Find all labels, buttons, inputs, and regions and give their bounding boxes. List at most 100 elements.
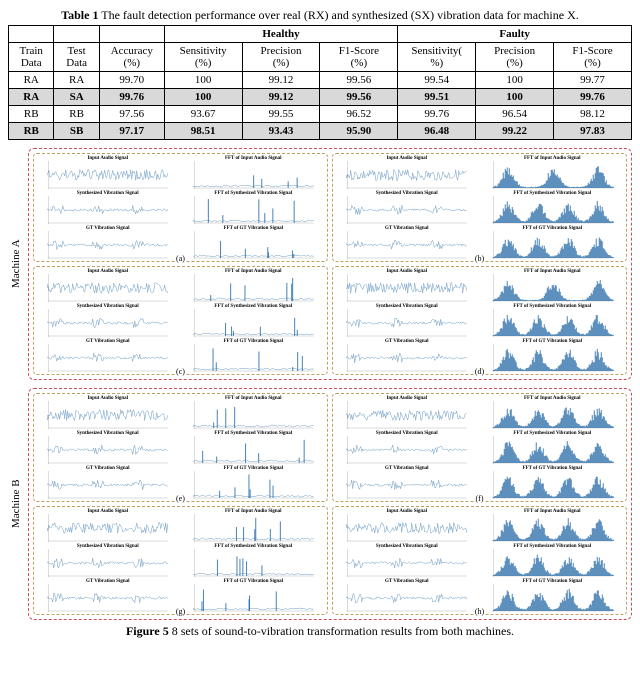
table-cell: 99.77 [554,72,632,89]
table-cell: SB [54,123,99,140]
col-header: F1-Score(%) [320,43,398,72]
mini-panel: GT Vibration Signal [37,339,179,372]
mini-panel: Synthesized Vibration Signal [336,304,478,337]
mini-panel: FFT of Input Audio Signal [482,396,624,429]
table-cell: SA [54,89,99,106]
mini-panel: Input Audio Signal [336,509,478,542]
table-cell: 97.56 [99,106,164,123]
figure-caption: Figure 5 8 sets of sound-to-vibration tr… [8,624,632,639]
mini-panel: GT Vibration Signal [37,466,179,499]
mini-panel: Synthesized Vibration Signal [37,304,179,337]
mini-panel: FFT of Synthesized Vibration Signal [183,304,325,337]
machine-block: Input Audio SignalFFT of Input Audio Sig… [28,388,632,620]
mini-panel: Input Audio Signal [37,396,179,429]
table-cell: 99.56 [320,89,398,106]
figure-caption-rest: 8 sets of sound-to-vibration transformat… [169,624,514,638]
group-label: (d) [475,367,484,376]
table-cell: 99.76 [99,89,164,106]
signal-group: Input Audio SignalFFT of Input Audio Sig… [332,153,627,262]
mini-panel: Input Audio Signal [336,156,478,189]
performance-table: HealthyFaulty TrainDataTestDataAccuracy(%… [8,25,632,140]
table-cell: 99.12 [242,72,320,89]
col-header: Accuracy(%) [99,43,164,72]
mini-panel: FFT of Input Audio Signal [482,269,624,302]
mini-panel: GT Vibration Signal [336,466,478,499]
table-cell: 96.54 [476,106,554,123]
table-row: RBSB97.1798.5193.4395.9096.4899.2297.83 [9,123,632,140]
group-label: (a) [176,254,185,263]
header-group-faulty: Faulty [398,26,632,43]
machine-label: Machine B [8,388,24,620]
signal-group: Input Audio SignalFFT of Input Audio Sig… [332,266,627,375]
table-cell: 97.17 [99,123,164,140]
table-cell: 93.43 [242,123,320,140]
mini-panel: GT Vibration Signal [37,226,179,259]
mini-panel: FFT of Synthesized Vibration Signal [482,304,624,337]
table-cell: 100 [476,89,554,106]
mini-panel: Input Audio Signal [37,269,179,302]
col-header: Precision(%) [242,43,320,72]
table-cell: 99.51 [398,89,476,106]
figure-caption-bold: Figure 5 [126,624,169,638]
col-header: F1-Score(%) [554,43,632,72]
table-caption-rest: The fault detection performance over rea… [98,8,578,22]
table-cell: 97.83 [554,123,632,140]
header-group-healthy: Healthy [164,26,398,43]
col-header: TrainData [9,43,54,72]
mini-panel: Input Audio Signal [37,509,179,542]
mini-panel: FFT of Input Audio Signal [183,156,325,189]
table-row: RASA99.7610099.1299.5699.5110099.76 [9,89,632,106]
header-blank [9,26,54,43]
table-cell: 99.55 [242,106,320,123]
mini-panel: FFT of Input Audio Signal [183,509,325,542]
mini-panel: GT Vibration Signal [37,579,179,612]
mini-panel: FFT of GT Vibration Signal [183,226,325,259]
table-cell: 99.76 [554,89,632,106]
mini-panel: FFT of GT Vibration Signal [183,579,325,612]
mini-panel: GT Vibration Signal [336,339,478,372]
mini-panel: FFT of GT Vibration Signal [482,339,624,372]
signal-group: Input Audio SignalFFT of Input Audio Sig… [332,506,627,615]
table-cell: 99.56 [320,72,398,89]
signal-group: Input Audio SignalFFT of Input Audio Sig… [33,506,328,615]
mini-panel: Input Audio Signal [336,396,478,429]
col-header: Sensitivity(%) [164,43,242,72]
machine-block: Input Audio SignalFFT of Input Audio Sig… [28,148,632,380]
table-cell: RA [9,89,54,106]
mini-panel: FFT of Input Audio Signal [482,509,624,542]
table-cell: 99.76 [398,106,476,123]
table-caption-bold: Table 1 [61,8,98,22]
col-header: Sensitivity(%) [398,43,476,72]
mini-panel: FFT of GT Vibration Signal [482,579,624,612]
table-cell: RA [9,72,54,89]
table-cell: RB [54,106,99,123]
table-cell: 99.70 [99,72,164,89]
table-cell: 96.48 [398,123,476,140]
machine-label: Machine A [8,148,24,380]
signal-group: Input Audio SignalFFT of Input Audio Sig… [33,153,328,262]
mini-panel: Synthesized Vibration Signal [336,431,478,464]
table-cell: 96.52 [320,106,398,123]
group-label: (c) [176,367,185,376]
header-blank [54,26,99,43]
mini-panel: FFT of Synthesized Vibration Signal [183,431,325,464]
group-label: (e) [176,494,185,503]
group-label: (f) [476,494,484,503]
mini-panel: FFT of Synthesized Vibration Signal [482,191,624,224]
mini-panel: FFT of Input Audio Signal [183,396,325,429]
mini-panel: Synthesized Vibration Signal [336,544,478,577]
mini-panel: FFT of Synthesized Vibration Signal [183,544,325,577]
table-cell: RA [54,72,99,89]
mini-panel: Input Audio Signal [336,269,478,302]
table-cell: 98.51 [164,123,242,140]
table-cell: 100 [164,72,242,89]
mini-panel: FFT of Input Audio Signal [482,156,624,189]
table-cell: RB [9,106,54,123]
table-caption: Table 1 The fault detection performance … [8,8,632,23]
mini-panel: FFT of GT Vibration Signal [183,466,325,499]
header-blank [99,26,164,43]
group-label: (g) [176,607,185,616]
col-header: TestData [54,43,99,72]
signal-group: Input Audio SignalFFT of Input Audio Sig… [332,393,627,502]
mini-panel: GT Vibration Signal [336,579,478,612]
